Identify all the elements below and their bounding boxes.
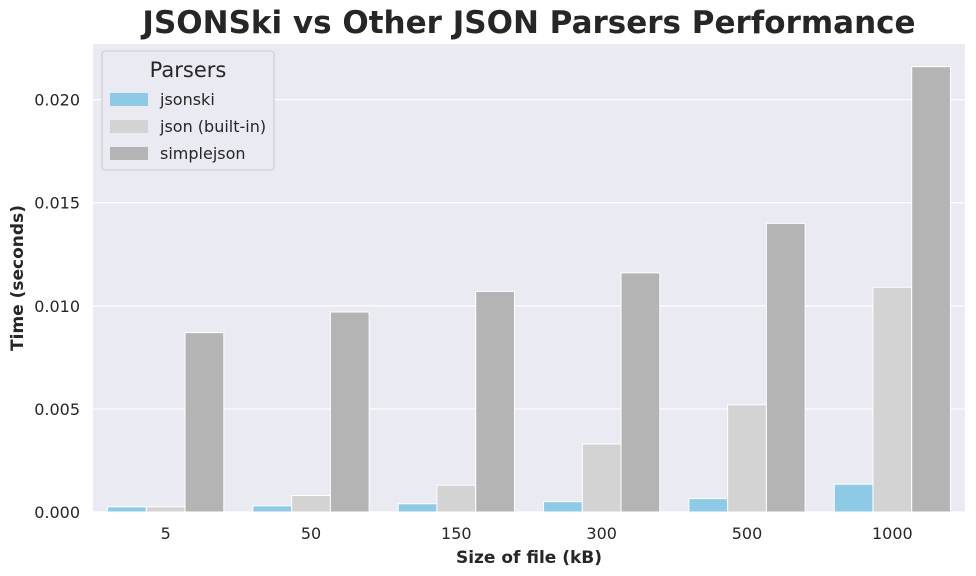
y-tick-label: 0.020: [34, 91, 80, 110]
bar: [911, 66, 951, 513]
bar: [765, 222, 806, 513]
bar: [329, 311, 370, 513]
bar: [620, 272, 661, 513]
legend-swatch: [110, 93, 148, 106]
y-tick-label: 0.005: [34, 400, 80, 419]
y-tick-labels: 0.000 0.005 0.010 0.015 0.020: [34, 91, 80, 522]
x-axis-label: Size of file (kB): [456, 548, 602, 568]
bar: [833, 483, 874, 513]
bar: [145, 506, 186, 513]
bar: [581, 443, 622, 513]
x-tick-label: 150: [441, 524, 472, 543]
x-tick-label: 50: [301, 524, 321, 543]
bar: [543, 501, 583, 513]
legend-swatch: [110, 147, 148, 160]
bar: [184, 332, 225, 513]
bar: [727, 404, 767, 513]
bar: [252, 505, 293, 513]
legend-label: jsonski: [159, 90, 215, 109]
y-tick-label: 0.000: [34, 503, 80, 522]
legend-title: Parsers: [150, 58, 227, 82]
bars: [107, 66, 951, 513]
legend-items: jsonski json (built-in) simplejson: [110, 90, 266, 163]
bar: [107, 506, 147, 513]
x-tick-label: 1000: [872, 524, 913, 543]
x-tick-label: 300: [586, 524, 617, 543]
x-tick-labels: 5 50 150 300 500 1000: [161, 524, 913, 543]
x-tick-label: 500: [732, 524, 763, 543]
y-tick-label: 0.015: [34, 194, 80, 213]
chart-title: JSONSki vs Other JSON Parsers Performanc…: [140, 5, 915, 41]
bar: [872, 286, 913, 513]
bar: [291, 495, 331, 513]
y-axis-label: Time (seconds): [8, 205, 28, 351]
legend: Parsers jsonski json (built-in) simplejson: [101, 50, 275, 171]
legend-label: json (built-in): [159, 117, 266, 136]
bar: [436, 484, 477, 513]
bar: [688, 498, 729, 513]
legend-box: [101, 50, 275, 171]
bar: [475, 290, 515, 513]
x-tick-label: 5: [161, 524, 171, 543]
y-tick-label: 0.010: [34, 297, 80, 316]
gridlines: [93, 99, 965, 513]
bar: [397, 503, 438, 513]
legend-swatch: [110, 120, 148, 133]
legend-label: simplejson: [160, 144, 246, 163]
